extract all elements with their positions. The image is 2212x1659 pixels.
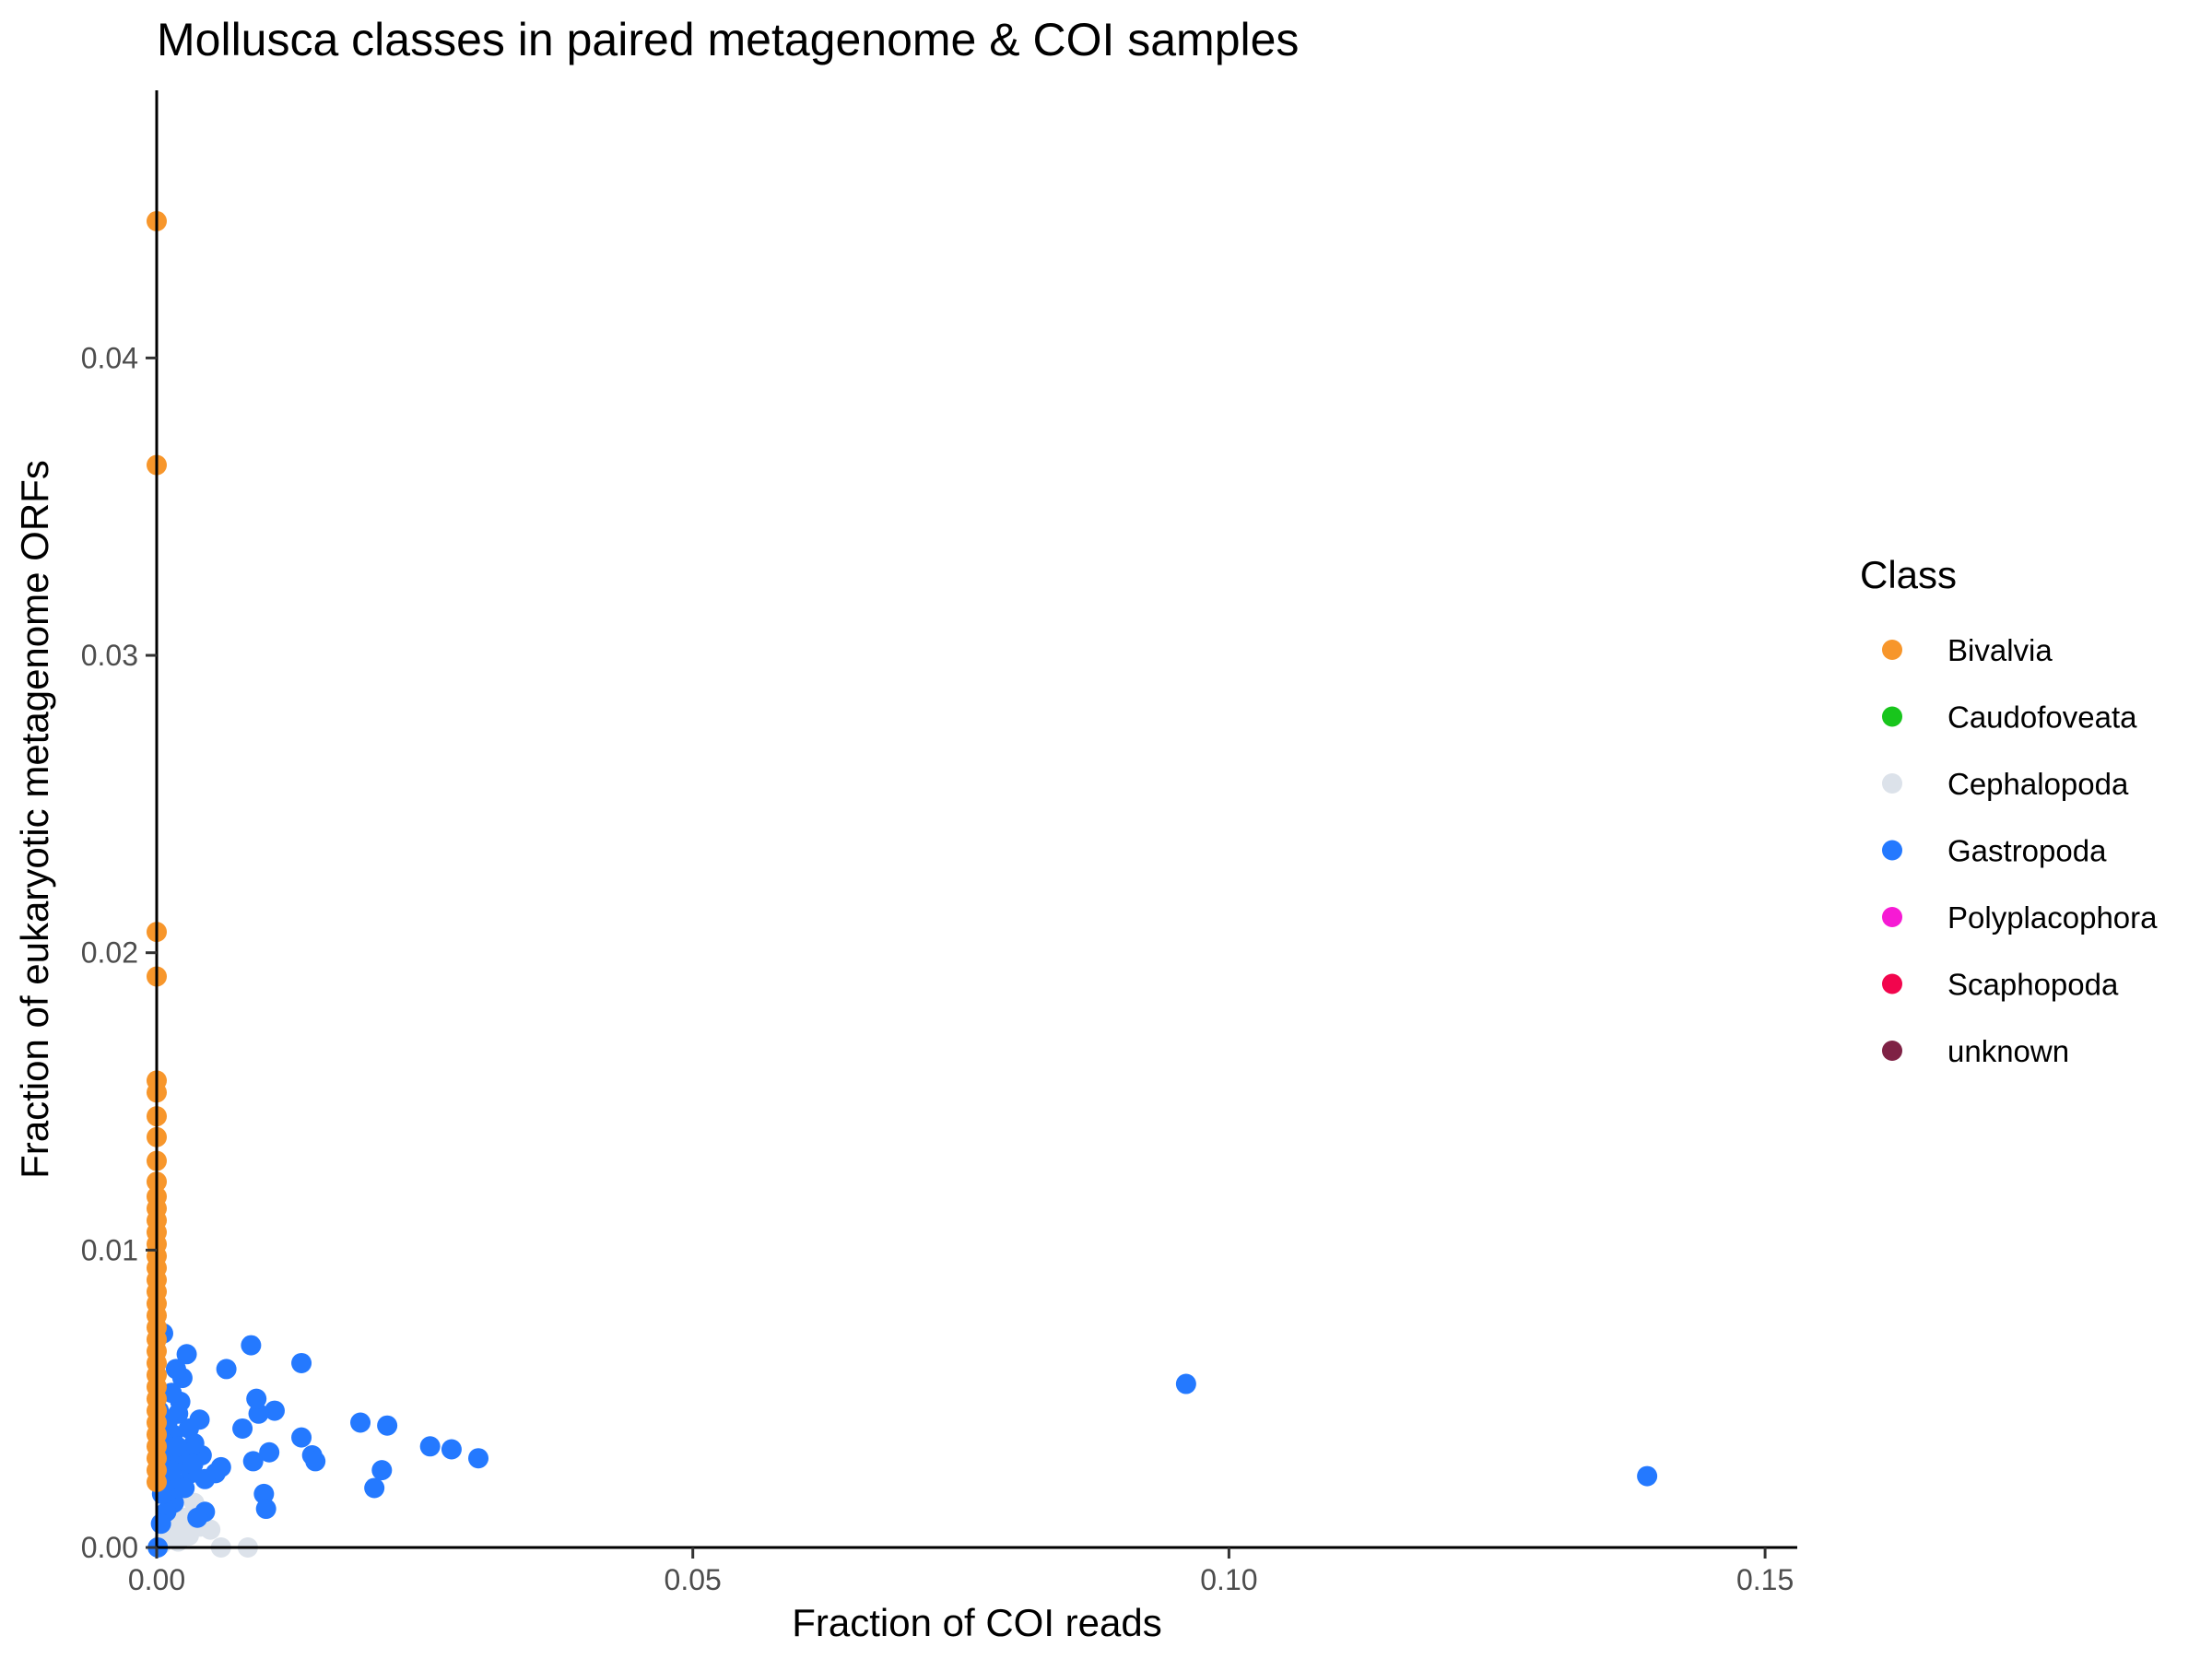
data-point (200, 1519, 221, 1540)
data-point (377, 1415, 398, 1436)
data-point (150, 1513, 171, 1535)
x-tick-label: 0.10 (1200, 1563, 1257, 1596)
data-point (350, 1412, 371, 1433)
data-points (147, 210, 1658, 1558)
y-tick-label: 0.04 (81, 341, 138, 374)
data-point (468, 1448, 489, 1469)
data-point (1637, 1465, 1658, 1487)
data-point (259, 1441, 280, 1463)
chart-title: Mollusca classes in paired metagenome & … (157, 14, 1299, 65)
data-point (291, 1352, 312, 1373)
legend-entry-unknown: unknown (1882, 1034, 2069, 1068)
legend-entry-cephalopoda: Cephalopoda (1882, 767, 2129, 801)
legend-label: Cephalopoda (1947, 767, 2129, 801)
y-tick-label: 0.00 (81, 1531, 138, 1564)
legend-entry-bivalvia: Bivalvia (1882, 633, 2053, 667)
data-point (255, 1499, 276, 1520)
legend-title: Class (1860, 553, 1957, 596)
legend-key (1882, 773, 1902, 794)
legend-key (1882, 973, 1902, 994)
legend-label: unknown (1947, 1034, 2069, 1068)
legend-entry-scaphopoda: Scaphopoda (1882, 968, 2119, 1002)
data-point (305, 1451, 326, 1472)
data-point (165, 1359, 186, 1380)
data-point (441, 1439, 462, 1460)
legend-label: Gastropoda (1947, 834, 2107, 868)
legend-key (1882, 706, 1902, 727)
data-point (178, 1418, 199, 1439)
data-point (371, 1460, 393, 1481)
y-axis-ticks: 0.00 0.01 0.02 0.03 0.04 (81, 341, 157, 1564)
data-point (419, 1436, 441, 1457)
data-point (364, 1477, 385, 1499)
data-point (187, 1507, 208, 1528)
legend-label: Caudofoveata (1947, 700, 2137, 735)
y-tick-label: 0.02 (81, 936, 138, 970)
x-tick-label: 0.15 (1736, 1563, 1794, 1596)
x-axis-title: Fraction of COI reads (792, 1601, 1161, 1644)
y-tick-label: 0.03 (81, 639, 138, 672)
legend-key (1882, 907, 1902, 927)
x-axis-ticks: 0.00 0.05 0.10 0.15 (128, 1547, 1794, 1596)
legend: Class Bivalvia Caudofoveata Cephalopoda Gas… (1860, 553, 2158, 1068)
data-point (1175, 1373, 1196, 1394)
legend-key (1882, 1041, 1902, 1061)
data-point (241, 1335, 262, 1356)
data-point (167, 1436, 188, 1457)
data-point (160, 1460, 182, 1481)
legend-entry-polyplacophora: Polyplacophora (1882, 900, 2158, 935)
legend-entry-caudofoveata: Caudofoveata (1882, 700, 2137, 735)
data-point (174, 1477, 195, 1499)
data-point (264, 1400, 285, 1421)
data-point (242, 1451, 264, 1472)
data-point (291, 1427, 312, 1448)
x-tick-label: 0.05 (665, 1563, 722, 1596)
data-point (176, 1344, 197, 1365)
data-point (216, 1359, 237, 1380)
data-point (253, 1483, 275, 1504)
legend-key (1882, 840, 1902, 861)
legend-entry-gastropoda: Gastropoda (1882, 834, 2107, 868)
legend-label: Polyplacophora (1947, 900, 2158, 935)
legend-label: Bivalvia (1947, 633, 2053, 667)
data-point (232, 1418, 253, 1439)
data-point (248, 1403, 269, 1424)
y-axis-title: Fraction of eukaryotic metagenome ORFs (13, 460, 56, 1179)
data-point (246, 1388, 267, 1409)
y-tick-label: 0.01 (81, 1233, 138, 1266)
series-gastropoda (147, 1323, 1658, 1558)
legend-label: Scaphopoda (1947, 968, 2119, 1002)
x-tick-label: 0.00 (128, 1563, 185, 1596)
legend-key (1882, 640, 1902, 660)
data-point (182, 1453, 204, 1475)
